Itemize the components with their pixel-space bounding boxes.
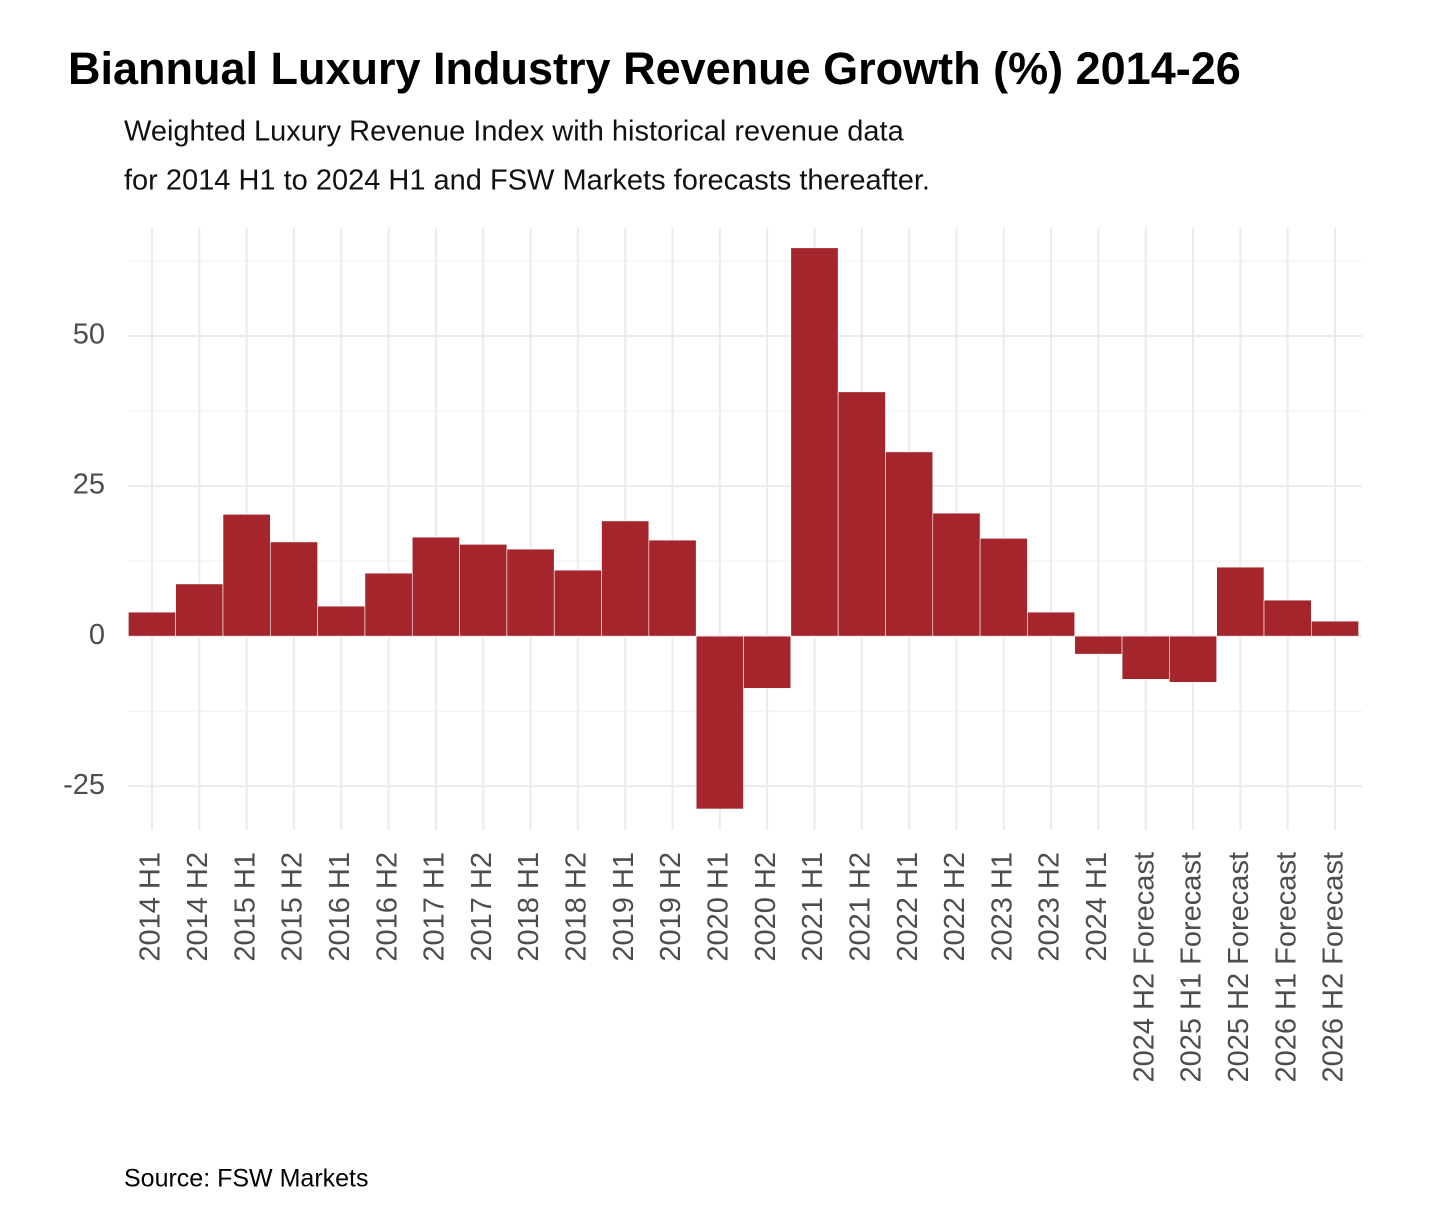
x-tick-label: 2019 H1 [608,852,640,962]
x-tick-label: 2016 H1 [324,852,356,962]
x-tick-label: 2014 H2 [182,852,214,962]
x-tick-label: 2015 H2 [277,852,309,962]
bar [1074,635,1123,655]
bar [979,538,1028,637]
x-tick-label: 2021 H1 [797,852,829,962]
x-tick-label: 2019 H2 [655,852,687,962]
x-tick-label: 2022 H1 [892,852,924,962]
bar [885,451,934,637]
bar [601,520,650,637]
x-tick-label: 2026 H1 Forecast [1270,852,1302,1083]
x-tick-label: 2024 H2 Forecast [1128,852,1160,1083]
chart-subtitle: Weighted Luxury Revenue Index with histo… [124,116,905,148]
bar [1027,611,1076,637]
bar [790,247,839,637]
x-tick-label: 2014 H1 [135,852,167,962]
source-note: Source: FSW Markets [124,1165,369,1193]
bar [837,391,886,637]
bar [459,544,508,637]
y-tick-label: 0 [89,619,105,651]
x-tick-label: 2021 H2 [844,852,876,962]
x-tick-label: 2017 H2 [466,852,498,962]
bar [695,635,744,810]
chart-title: Biannual Luxury Industry Revenue Growth … [68,43,1241,94]
x-tick-label: 2023 H2 [1034,852,1066,962]
x-tick-label: 2018 H1 [513,852,545,962]
bar [317,605,366,637]
x-tick-label: 2016 H2 [371,852,403,962]
bar [175,583,224,637]
bar [1216,566,1265,637]
y-tick-label: 25 [73,469,105,501]
x-tick-label: 2015 H1 [229,852,261,962]
bar [411,536,460,637]
x-tick-label: 2017 H1 [419,852,451,962]
x-tick-label: 2022 H2 [939,852,971,962]
x-tick-label: 2024 H1 [1081,852,1113,962]
bar [932,512,981,637]
y-tick-label: -25 [63,769,105,801]
bar [222,513,271,637]
bar [364,572,413,637]
bar [269,541,318,637]
bar [1263,599,1312,637]
x-tick-label: 2025 H1 Forecast [1176,852,1208,1083]
bar [506,548,555,637]
bar [553,569,602,637]
bar [128,611,176,637]
bar [648,539,697,637]
chart-subtitle: for 2014 H1 to 2024 H1 and FSW Markets f… [124,165,930,197]
x-tick-label: 2023 H1 [986,852,1018,962]
bar [1311,620,1359,637]
x-tick-label: 2026 H2 Forecast [1318,852,1350,1083]
bar [1169,635,1218,683]
bar [1121,635,1170,680]
bar [743,635,792,689]
x-tick-label: 2025 H2 Forecast [1223,852,1255,1083]
x-tick-label: 2020 H2 [750,852,782,962]
y-tick-label: 50 [73,319,105,351]
x-tick-label: 2018 H2 [561,852,593,962]
grid [128,228,1362,830]
bars [128,247,1359,810]
x-tick-label: 2020 H1 [702,852,734,962]
